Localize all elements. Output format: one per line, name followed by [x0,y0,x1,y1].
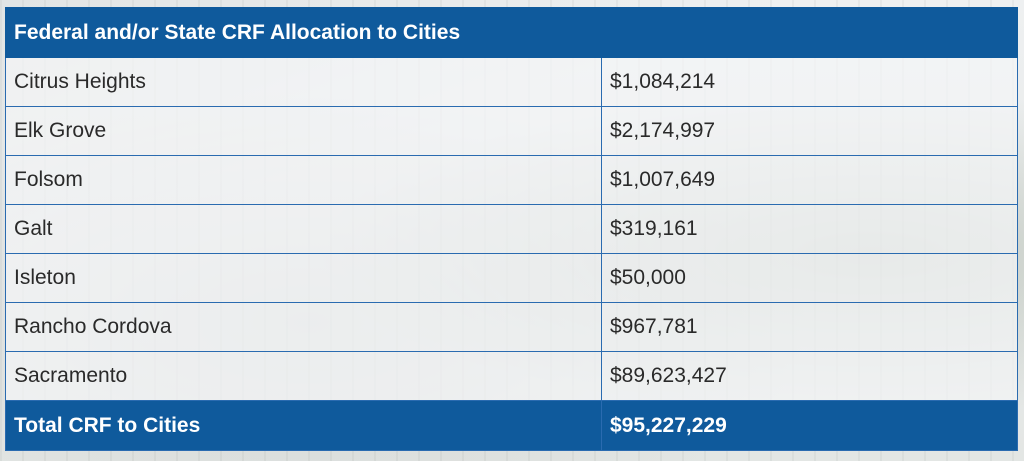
table-row: Rancho Cordova $967,781 [5,302,1018,352]
allocation-amount: $967,781 [601,302,1018,352]
table-row: Isleton $50,000 [5,253,1018,303]
city-name: Elk Grove [5,106,602,156]
city-name: Citrus Heights [5,57,602,107]
table-title: Federal and/or State CRF Allocation to C… [5,7,1018,58]
allocation-amount: $1,007,649 [601,155,1018,205]
city-name: Galt [5,204,602,254]
table-row: Sacramento $89,623,427 [5,351,1018,401]
total-amount: $95,227,229 [601,400,1018,451]
city-name: Folsom [5,155,602,205]
allocation-amount: $319,161 [601,204,1018,254]
table-row: Citrus Heights $1,084,214 [5,57,1018,107]
table-row: Elk Grove $2,174,997 [5,106,1018,156]
allocation-amount: $2,174,997 [601,106,1018,156]
city-name: Rancho Cordova [5,302,602,352]
city-name: Sacramento [5,351,602,401]
allocation-amount: $1,084,214 [601,57,1018,107]
table-row: Folsom $1,007,649 [5,155,1018,205]
table-row: Galt $319,161 [5,204,1018,254]
total-label: Total CRF to Cities [5,400,602,451]
table-header-row: Federal and/or State CRF Allocation to C… [5,7,1018,58]
allocation-amount: $89,623,427 [601,351,1018,401]
allocation-amount: $50,000 [601,253,1018,303]
city-name: Isleton [5,253,602,303]
crf-allocation-table: Federal and/or State CRF Allocation to C… [5,7,1018,451]
table-total-row: Total CRF to Cities $95,227,229 [5,400,1018,451]
